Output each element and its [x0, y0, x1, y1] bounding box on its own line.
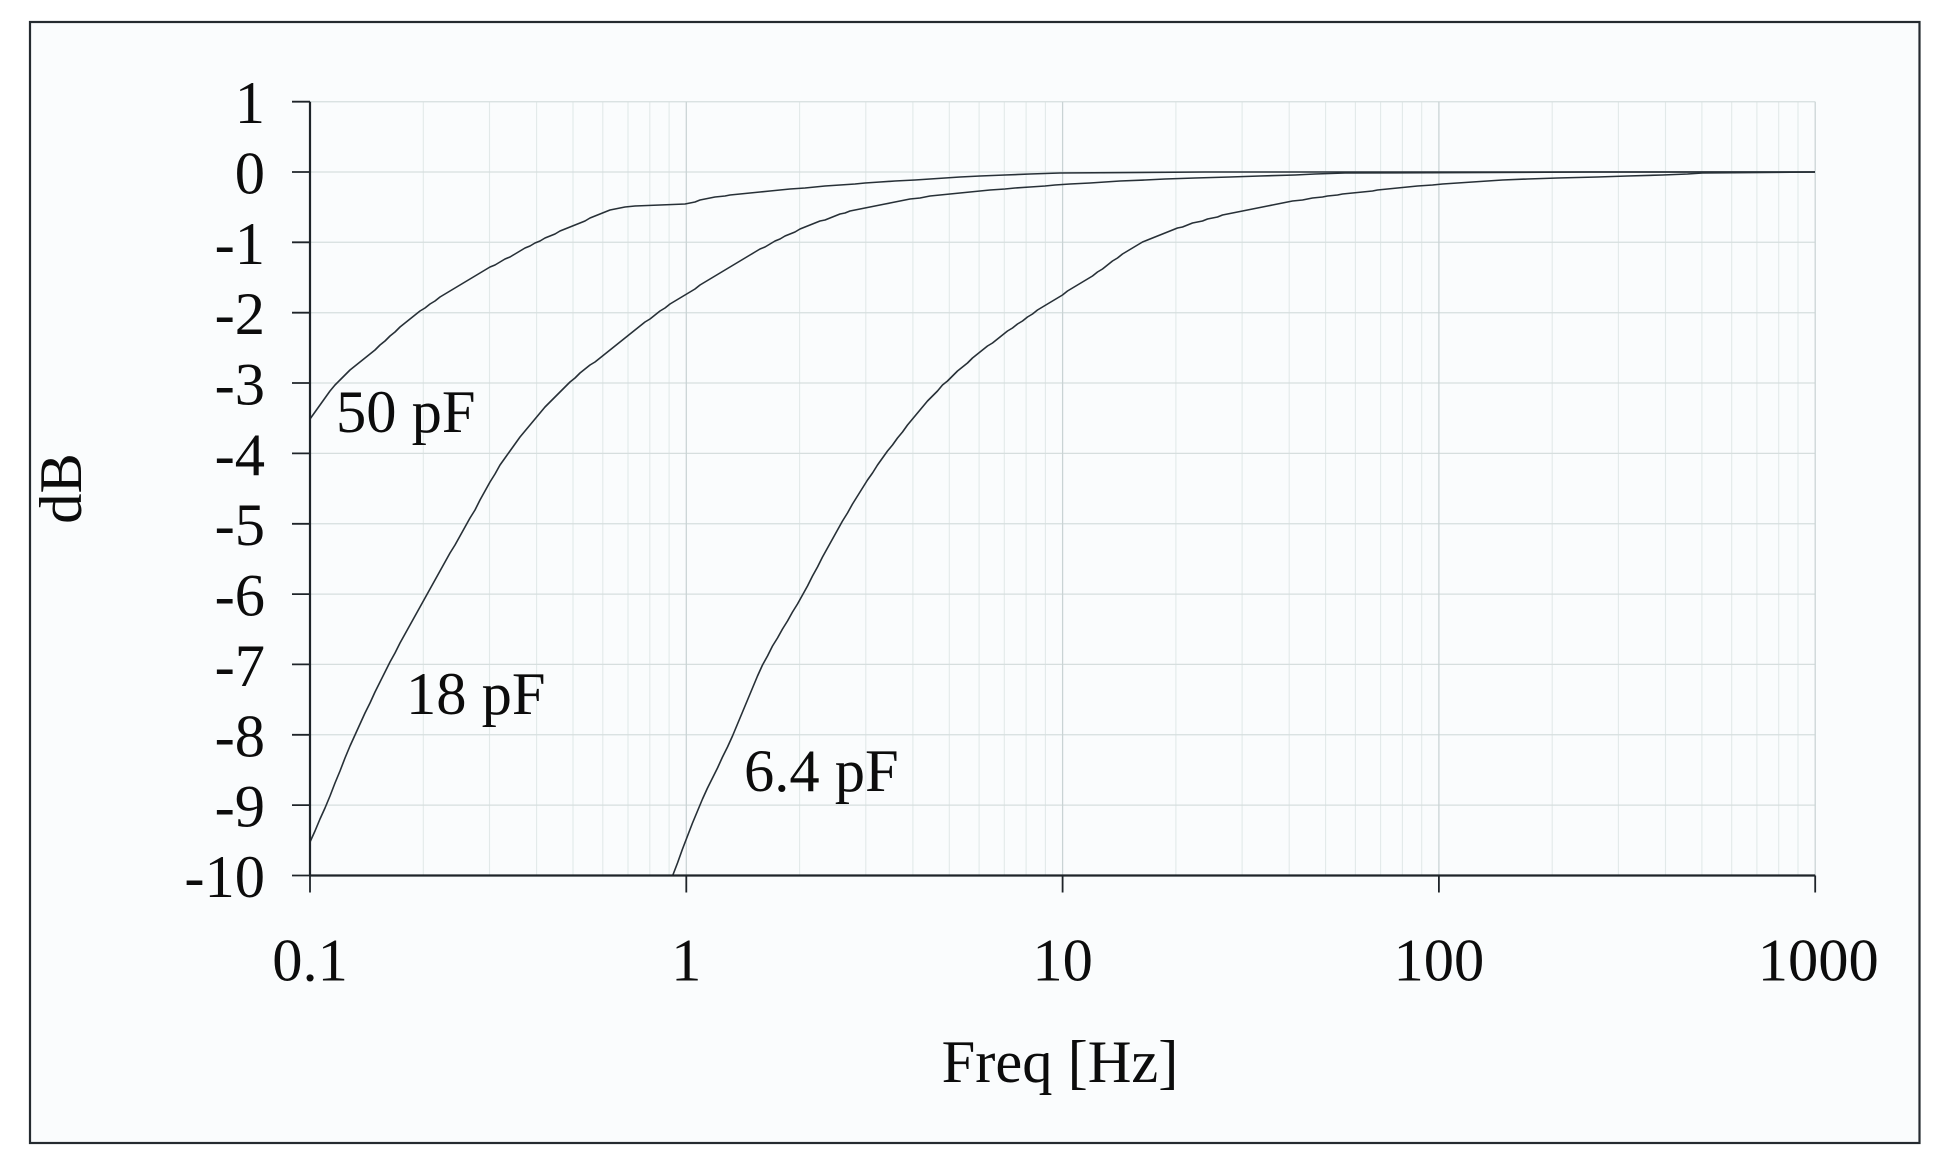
svg-text:dB: dB	[28, 453, 95, 524]
svg-text:-10: -10	[184, 844, 265, 911]
svg-text:0: 0	[235, 141, 265, 208]
svg-text:-5: -5	[215, 492, 265, 559]
svg-text:10: 10	[1032, 928, 1093, 995]
svg-text:18 pF: 18 pF	[406, 661, 546, 728]
svg-text:50 pF: 50 pF	[336, 379, 476, 446]
svg-text:-4: -4	[215, 422, 265, 489]
svg-text:-7: -7	[215, 633, 265, 700]
svg-text:100: 100	[1394, 928, 1485, 995]
svg-text:6.4 pF: 6.4 pF	[744, 738, 899, 805]
svg-text:0.1: 0.1	[272, 928, 348, 995]
svg-text:1: 1	[671, 928, 701, 995]
svg-text:-2: -2	[215, 281, 265, 348]
svg-text:Freq [Hz]: Freq [Hz]	[942, 1029, 1179, 1096]
svg-text:-9: -9	[215, 774, 265, 841]
svg-text:1000: 1000	[1758, 928, 1879, 995]
svg-text:-1: -1	[215, 211, 265, 278]
svg-text:-3: -3	[215, 352, 265, 419]
svg-text:1: 1	[235, 70, 265, 137]
svg-text:-6: -6	[215, 563, 265, 630]
svg-text:-8: -8	[215, 703, 265, 770]
